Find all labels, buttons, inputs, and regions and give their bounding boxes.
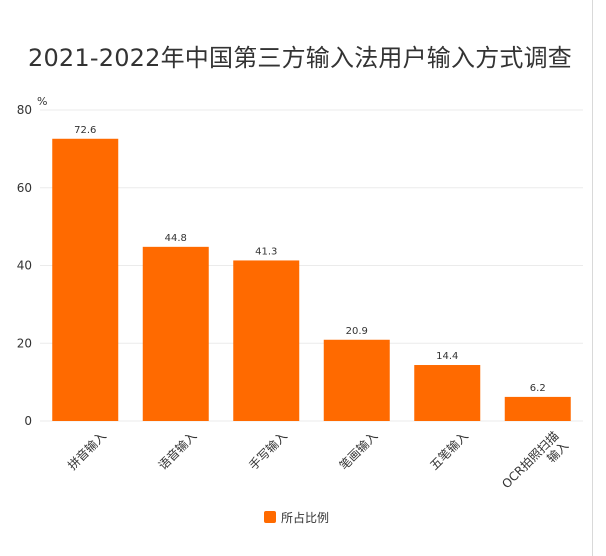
legend-swatch — [264, 511, 276, 523]
bar — [323, 339, 390, 421]
bar — [142, 246, 209, 421]
data-label: 72.6 — [74, 125, 96, 136]
y-tick-label: 0 — [24, 414, 32, 428]
x-tick-label: 手写输入 — [245, 428, 290, 473]
bar — [233, 260, 300, 421]
y-axis-label: % — [37, 95, 47, 108]
data-label: 6.2 — [530, 383, 546, 394]
x-tick-label: 笔画输入 — [336, 428, 381, 473]
bar — [504, 396, 571, 421]
data-label: 20.9 — [346, 326, 368, 337]
x-tick-label: 五笔输入 — [426, 428, 471, 473]
frame-border — [592, 0, 593, 556]
y-tick-label: 60 — [17, 181, 32, 195]
x-tick-label: OCR拍照扫描输入 — [498, 428, 571, 501]
data-label: 14.4 — [436, 351, 458, 362]
chart-title: 2021-2022年中国第三方输入法用户输入方式调查 — [27, 44, 572, 72]
data-label: 41.3 — [255, 246, 277, 257]
x-tick-label: 拼音输入 — [64, 428, 109, 473]
x-tick-label: 语音输入 — [155, 428, 200, 473]
y-tick-label: 40 — [17, 259, 32, 273]
y-tick-label: 20 — [17, 336, 32, 350]
data-label: 44.8 — [165, 233, 187, 244]
bar — [414, 365, 481, 421]
y-tick-label: 80 — [17, 103, 32, 117]
bar — [52, 138, 119, 421]
legend[interactable]: 所占比例 — [264, 509, 329, 525]
legend-label: 所占比例 — [281, 510, 330, 525]
